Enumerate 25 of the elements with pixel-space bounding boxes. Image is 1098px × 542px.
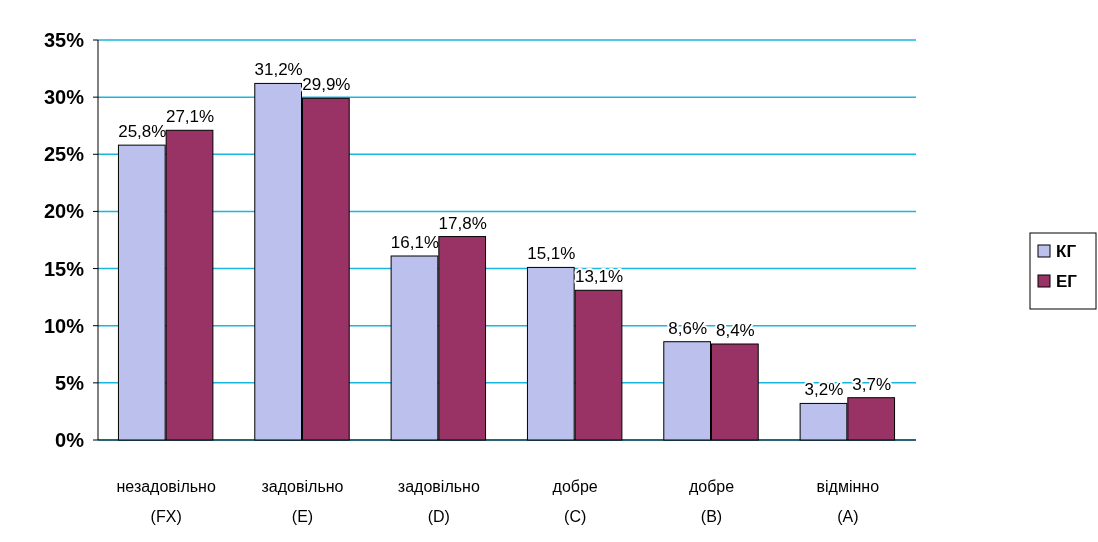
data-label: 15,1%	[527, 244, 576, 264]
data-label: 8,4%	[715, 321, 755, 340]
y-tick-label: 10%	[43, 314, 85, 337]
y-tick-label: 5%	[55, 371, 85, 394]
x-tick-label: відмінно (A)	[816, 478, 880, 525]
x-tick-label: задовільно (E)	[261, 478, 344, 525]
y-tick-label: 15%	[43, 257, 85, 280]
y-tick-label: 20%	[43, 200, 85, 223]
data-label: 3,2%	[804, 380, 844, 400]
x-tick-label: добре (B)	[688, 478, 735, 525]
legend-label: ЕГ	[1056, 271, 1078, 291]
x-tick-label: задовільно (D)	[397, 478, 480, 525]
x-tick-label: незадовільно (FX)	[116, 478, 216, 525]
data-label: 25,8%	[118, 122, 167, 142]
data-label: 27,1%	[165, 107, 215, 127]
data-label: 31,2%	[254, 60, 303, 80]
legend-label: КГ	[1056, 241, 1077, 261]
y-tick-label: 0%	[55, 429, 85, 451]
data-label: 29,9%	[302, 75, 351, 95]
data-label: 13,1%	[574, 267, 624, 287]
data-label: 17,8%	[438, 213, 487, 233]
y-tick-label: 35%	[43, 29, 85, 51]
x-tick-label: добре (C)	[552, 478, 598, 525]
y-tick-label: 25%	[43, 143, 85, 166]
y-tick-label: 30%	[43, 86, 85, 109]
